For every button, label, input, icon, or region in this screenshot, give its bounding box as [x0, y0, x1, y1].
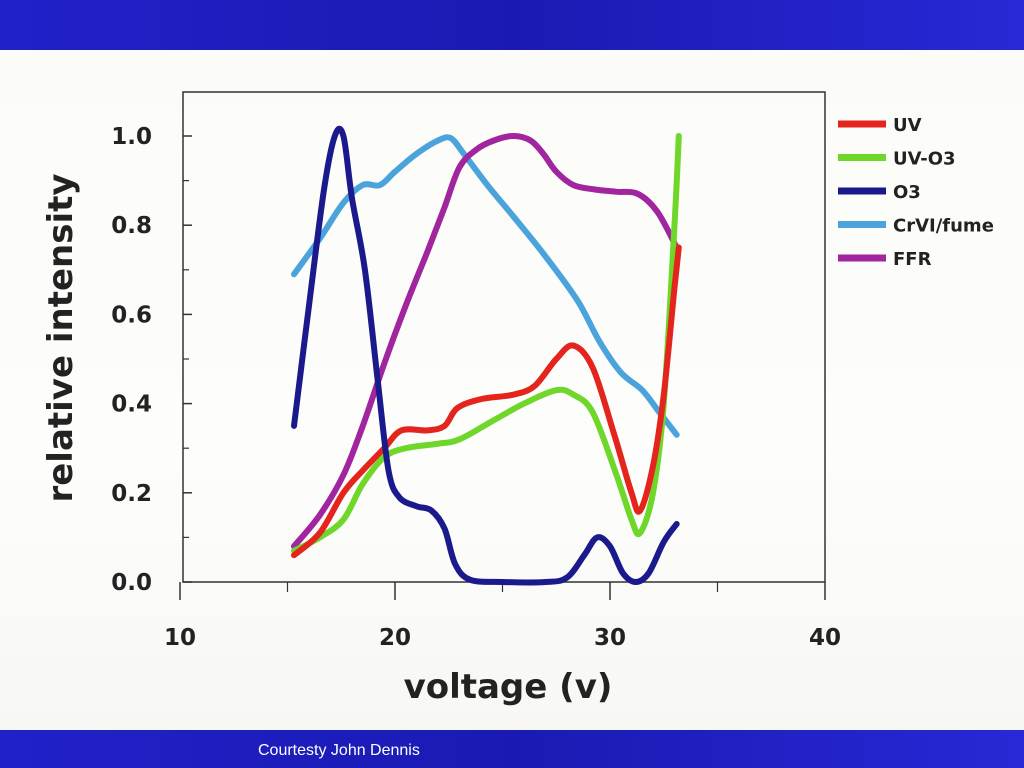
y-tick-label: 0.2 [111, 481, 152, 507]
legend-label: O3 [893, 182, 921, 203]
x-tick-label: 30 [594, 625, 626, 651]
x-tick-label: 10 [164, 625, 196, 651]
series-line-uv [291, 244, 682, 559]
legend-label: CrVI/fume [893, 216, 994, 237]
footer-credit: Courtesty John Dennis [258, 742, 420, 759]
series-line-o3 [291, 125, 680, 586]
plot-frame [182, 91, 826, 583]
series-line-ffr [291, 133, 680, 550]
y-tick-label: 0.4 [111, 392, 152, 418]
legend-label: UV [893, 115, 922, 136]
x-axis-title: voltage (v) [404, 667, 613, 707]
title-bar [0, 0, 1024, 50]
chart-photo [0, 50, 1024, 730]
y-tick-label: 0.0 [111, 570, 152, 596]
legend-label: UV-O3 [893, 149, 956, 170]
series-line-uv-o3 [291, 133, 682, 554]
x-tick-label: 40 [809, 625, 841, 651]
y-tick-label: 0.8 [111, 213, 152, 239]
x-tick-label: 20 [379, 625, 411, 651]
legend-label: FFR [893, 249, 932, 270]
series-line-crvi-fume [291, 134, 680, 438]
footer-bar [0, 730, 1024, 768]
y-tick-label: 1.0 [111, 124, 152, 150]
y-tick-label: 0.6 [111, 302, 152, 328]
y-axis-title: relative intensity [41, 173, 81, 502]
